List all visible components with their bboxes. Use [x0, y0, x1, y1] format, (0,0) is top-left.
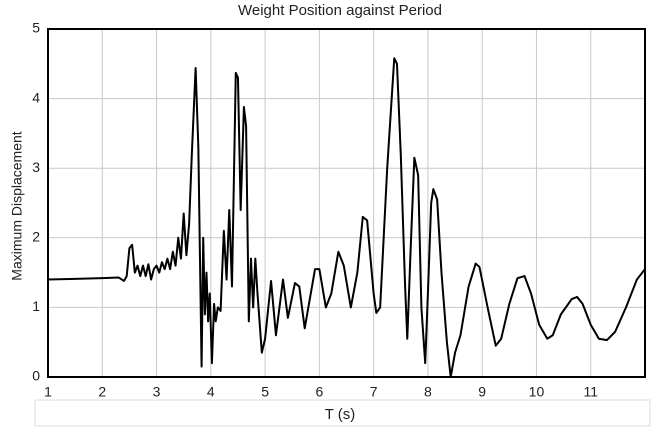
x-tick-label: 3: [153, 384, 161, 400]
x-tick-label: 5: [261, 384, 269, 400]
x-tick-label: 6: [315, 384, 323, 400]
y-tick-label: 5: [32, 20, 40, 36]
y-tick-label: 1: [32, 298, 40, 314]
x-tick-label: 7: [370, 384, 378, 400]
data-line: [47, 57, 646, 378]
y-axis-label: Maximum Displacement: [9, 131, 25, 280]
plot: [47, 57, 646, 378]
x-tick-label: 10: [529, 384, 545, 400]
plot-frame: [47, 28, 646, 378]
x-tick-label: 4: [207, 384, 215, 400]
y-tick-label: 3: [32, 159, 40, 175]
x-tick-label: 2: [98, 384, 106, 400]
x-tick-label: 9: [478, 384, 486, 400]
y-tick-label: 0: [32, 368, 40, 384]
y-tick-label: 4: [32, 89, 40, 105]
x-label-panel: [34, 399, 651, 427]
chart-title: Weight Position against Period: [238, 2, 442, 19]
x-tick-label: 11: [583, 384, 598, 400]
x-tick-label: 1: [44, 384, 52, 400]
y-tick-label: 2: [32, 229, 40, 245]
x-axis-label: T (s): [325, 406, 356, 423]
x-tick-label: 8: [424, 384, 432, 400]
